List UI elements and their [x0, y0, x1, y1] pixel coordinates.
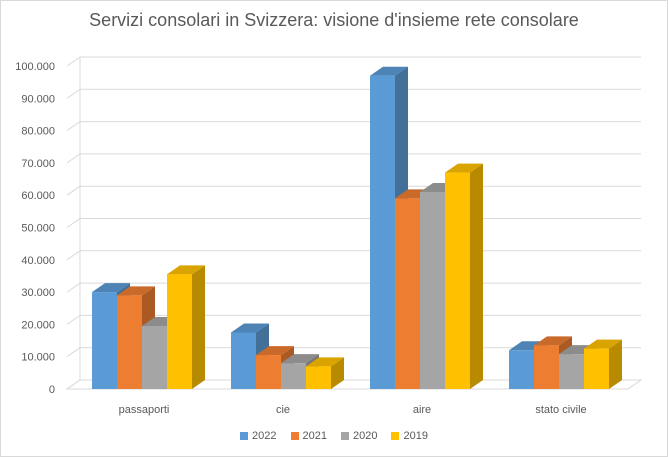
- bar: [142, 326, 167, 389]
- y-tick-label: 30.000: [21, 287, 55, 299]
- bar-top: [534, 336, 572, 346]
- bar-top: [117, 286, 155, 296]
- bar-side: [609, 339, 622, 389]
- y-tick-label: 50.000: [21, 223, 55, 235]
- bar-top: [231, 323, 269, 333]
- legend-item: 2022: [240, 430, 277, 442]
- x-tick-label: stato civile: [535, 404, 586, 416]
- y-tick-label: 0: [49, 384, 55, 396]
- bar: [445, 172, 470, 389]
- bar-top: [167, 265, 205, 275]
- bar: [559, 354, 584, 389]
- bar: [167, 274, 192, 389]
- bar-top: [584, 339, 622, 349]
- legend-label: 2020: [353, 430, 378, 442]
- gridline-diag: [66, 282, 81, 293]
- x-tick-label: passaporti: [119, 404, 170, 416]
- legend-swatch: [240, 432, 249, 440]
- y-tick-label: 90.000: [21, 93, 55, 105]
- bar: [117, 295, 142, 389]
- bar-top: [370, 66, 408, 76]
- x-tick-label: cie: [276, 404, 290, 416]
- bar: [281, 363, 306, 389]
- bar: [584, 348, 609, 389]
- legend-item: 2020: [341, 430, 377, 442]
- bar-side: [331, 357, 344, 389]
- gridline-diag: [66, 88, 81, 99]
- bar: [231, 332, 256, 389]
- gridline-diag: [66, 121, 81, 132]
- bar: [534, 345, 559, 389]
- legend-label: 2021: [302, 430, 327, 442]
- legend-swatch: [290, 432, 299, 440]
- bar-top: [256, 346, 294, 356]
- bar: [256, 355, 281, 389]
- chart-title: Servizi consolari in Svizzera: visione d…: [89, 10, 579, 30]
- legend-swatch: [391, 432, 400, 440]
- y-tick-label: 70.000: [21, 158, 55, 170]
- bar: [306, 366, 331, 389]
- y-tick-label: 10.000: [21, 352, 55, 364]
- bar: [370, 75, 395, 389]
- chart-legend: 2022 2021 2020 2019: [0, 430, 668, 442]
- bar: [420, 191, 445, 389]
- gridline-diag: [66, 153, 81, 164]
- y-tick-label: 20.000: [21, 319, 55, 331]
- bar-top: [306, 357, 344, 367]
- gridline-diag: [66, 56, 81, 67]
- bar-top: [92, 283, 130, 293]
- y-tick-label: 60.000: [21, 190, 55, 202]
- gridline-diag: [66, 185, 81, 196]
- bar-side: [470, 163, 483, 389]
- bar-side: [192, 265, 205, 389]
- gridline-diag: [66, 218, 81, 228]
- gridline-diag: [66, 314, 81, 325]
- y-tick-label: 40.000: [21, 255, 55, 267]
- bar: [92, 292, 117, 389]
- x-tick-label: aire: [413, 404, 431, 416]
- legend-item: 2019: [391, 430, 428, 442]
- gridline-diag: [66, 250, 81, 261]
- bar-top: [281, 354, 319, 364]
- y-tick-label: 100.000: [15, 61, 55, 73]
- legend-label: 2019: [403, 430, 428, 442]
- bar: [395, 198, 420, 389]
- y-tick-label: 80.000: [21, 126, 55, 138]
- legend-label: 2022: [252, 430, 277, 442]
- bar-top: [445, 163, 483, 173]
- bar: [509, 350, 534, 389]
- legend-item: 2021: [290, 430, 327, 442]
- legend-swatch: [341, 432, 349, 440]
- gridline-diag: [66, 347, 81, 358]
